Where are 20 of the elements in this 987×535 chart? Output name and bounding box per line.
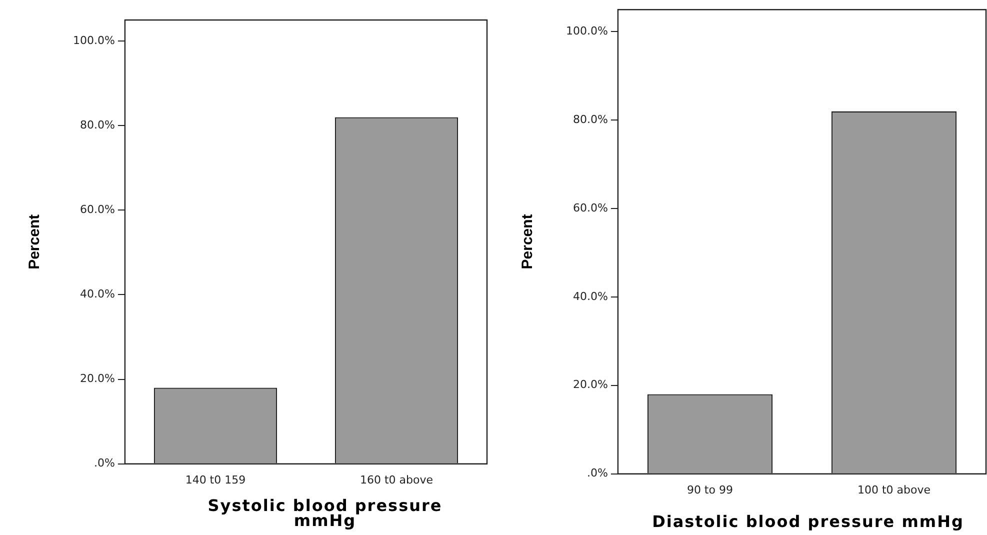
y-tick-label: 40.0% bbox=[80, 288, 115, 301]
x-tick-label: 100 t0 above bbox=[857, 483, 931, 496]
y-tick-label: 100.0% bbox=[72, 34, 115, 47]
y-tick-label: 80.0% bbox=[80, 118, 115, 132]
y-tick-label: 20.0% bbox=[80, 372, 115, 386]
y-axis-title: Percent bbox=[519, 214, 536, 270]
y-tick-label: 80.0% bbox=[572, 112, 608, 126]
x-axis-title: Diastolic blood pressure mmHg bbox=[651, 512, 965, 531]
x-tick-label: 140 t0 159 bbox=[185, 473, 246, 486]
y-tick-label: 40.0% bbox=[572, 290, 608, 303]
x-tick-label: 160 t0 above bbox=[360, 473, 434, 486]
y-tick-label: .0% bbox=[586, 466, 608, 480]
y-tick-label: 100.0% bbox=[566, 24, 608, 38]
y-tick-label: .0% bbox=[94, 456, 115, 470]
y-tick-label: 20.0% bbox=[572, 378, 608, 392]
y-tick-label: 60.0% bbox=[80, 203, 115, 216]
y-axis-title: Percent bbox=[26, 214, 44, 270]
x-tick-label: 90 to 99 bbox=[686, 483, 733, 496]
y-tick-label: 60.0% bbox=[572, 201, 608, 214]
x-axis-title: Systolic blood pressure mmHg bbox=[206, 496, 444, 530]
